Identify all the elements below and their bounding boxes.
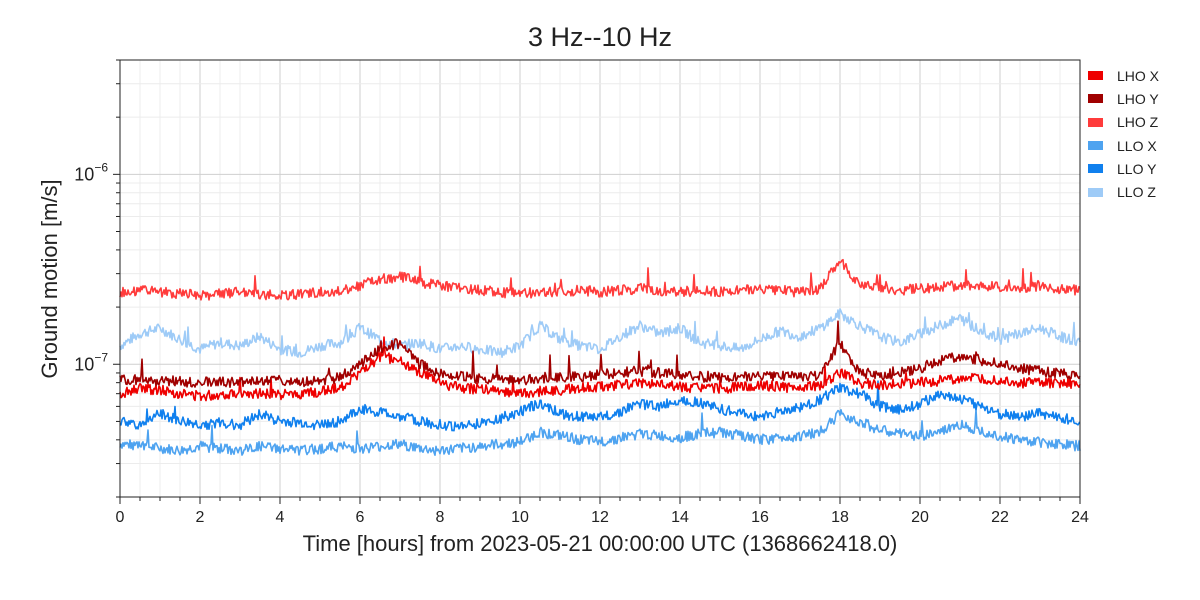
x-tick-label: 6 [356, 509, 365, 526]
x-tick-label: 14 [671, 509, 689, 526]
x-tick-label: 0 [116, 509, 125, 526]
x-tick-label: 16 [751, 509, 769, 526]
legend-swatch [1088, 94, 1103, 104]
legend-swatch [1088, 164, 1103, 174]
legend-label: LLO Z [1117, 184, 1156, 201]
legend-swatch [1088, 141, 1103, 151]
x-tick-label: 20 [911, 509, 929, 526]
y-tick-label: 10−6 [74, 160, 108, 184]
legend-label: LHO Z [1117, 114, 1159, 131]
y-tick-label: 10−7 [74, 350, 108, 374]
legend-item: LHO Z [1088, 111, 1159, 134]
x-tick-label: 10 [511, 509, 529, 526]
legend-label: LLO Y [1117, 160, 1157, 177]
x-tick-label: 4 [276, 509, 285, 526]
x-tick-label: 8 [436, 509, 445, 526]
y-axis-label: Ground motion [m/s] [37, 179, 62, 379]
legend-swatch [1088, 187, 1103, 197]
series-line-lho-x [119, 336, 1081, 402]
series-line-llo-x [119, 408, 1081, 457]
legend: LHO X LHO Y LHO Z LLO X LLO Y LLO Z [1088, 64, 1159, 204]
x-axis-label: Time [hours] from 2023-05-21 00:00:00 UT… [302, 531, 898, 556]
legend-swatch [1088, 71, 1103, 81]
series-line-llo-z [119, 308, 1081, 359]
legend-item: LLO Z [1088, 180, 1159, 203]
legend-item: LHO X [1088, 64, 1159, 87]
legend-label: LHO Y [1117, 90, 1159, 107]
legend-item: LLO X [1088, 134, 1159, 157]
x-axis-ticks: 0 2 4 6 8 10 12 14 16 18 20 22 24 [116, 497, 1089, 526]
series-line-llo-y [119, 380, 1081, 432]
x-tick-label: 12 [591, 509, 609, 526]
legend-label: LHO X [1117, 67, 1160, 84]
chart-title: 3 Hz--10 Hz [527, 22, 673, 52]
series-lines [119, 258, 1081, 457]
x-tick-label: 24 [1071, 509, 1089, 526]
legend-swatch [1088, 117, 1103, 127]
series-line-lho-z [119, 258, 1081, 301]
y-axis-ticks: 10−7 10−6 [74, 160, 108, 374]
x-tick-label: 2 [196, 509, 205, 526]
legend-item: LLO Y [1088, 157, 1159, 180]
x-tick-label: 22 [991, 509, 1009, 526]
x-tick-label: 18 [831, 509, 849, 526]
series-line-lho-y [119, 320, 1081, 389]
legend-label: LLO X [1117, 137, 1157, 154]
legend-item: LHO Y [1088, 87, 1159, 110]
